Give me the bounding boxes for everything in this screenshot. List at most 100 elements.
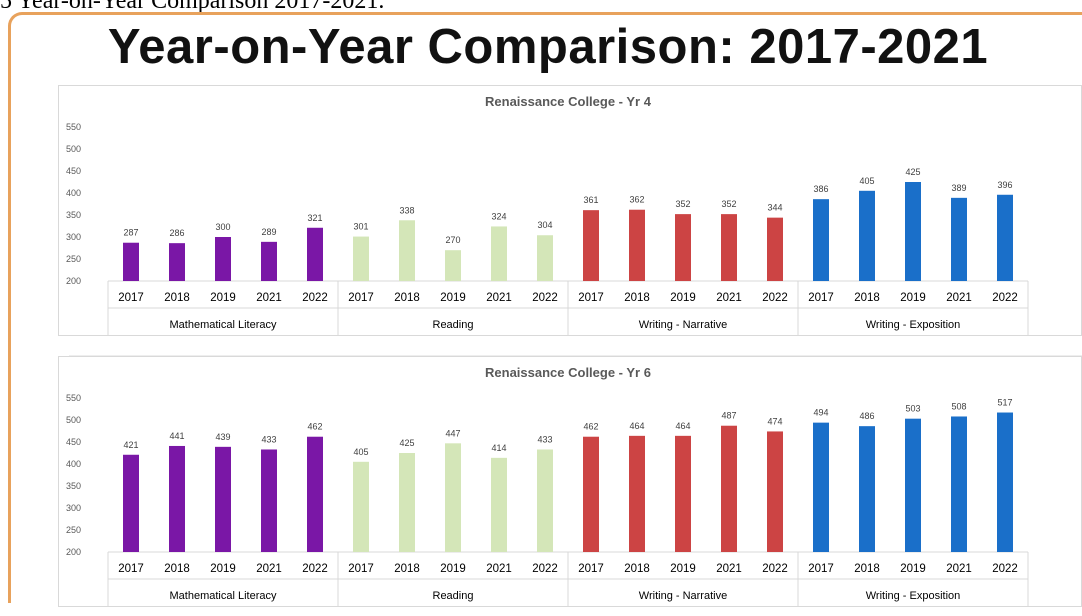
x-tick-label: 2017 (808, 292, 834, 304)
bar (997, 194, 1013, 281)
x-tick-label: 2022 (302, 292, 328, 304)
bar (951, 197, 967, 281)
bar (307, 227, 323, 281)
y-tick-label: 300 (66, 232, 81, 242)
data-label: 447 (445, 428, 460, 438)
y-tick-label: 200 (66, 276, 81, 286)
data-label: 487 (721, 411, 736, 421)
data-label: 441 (169, 431, 184, 441)
data-label: 494 (813, 408, 828, 418)
data-label: 462 (583, 422, 598, 432)
bar (123, 454, 139, 552)
x-tick-label: 2022 (302, 563, 328, 575)
y-tick-label: 500 (66, 144, 81, 154)
data-label: 344 (767, 203, 782, 213)
bar (215, 446, 231, 552)
y-tick-label: 400 (66, 459, 81, 469)
data-label: 321 (307, 213, 322, 223)
bar (399, 220, 415, 281)
data-label: 421 (123, 440, 138, 450)
data-label: 405 (353, 447, 368, 457)
x-tick-label: 2022 (532, 292, 558, 304)
data-label: 464 (629, 421, 644, 431)
data-label: 517 (997, 398, 1012, 408)
y-tick-label: 400 (66, 188, 81, 198)
x-tick-label: 2017 (808, 563, 834, 575)
x-tick-label: 2021 (486, 292, 512, 304)
bar (261, 449, 277, 552)
bar (905, 418, 921, 552)
bar (399, 453, 415, 552)
bar (859, 190, 875, 281)
data-label: 425 (399, 438, 414, 448)
x-tick-label: 2017 (118, 563, 144, 575)
bar (537, 235, 553, 281)
x-tick-label: 2018 (624, 563, 650, 575)
x-tick-label: 2018 (164, 563, 190, 575)
bar (215, 237, 231, 281)
data-label: 425 (905, 167, 920, 177)
data-label: 300 (215, 222, 230, 232)
data-label: 396 (997, 180, 1012, 190)
data-label: 362 (629, 195, 644, 205)
data-label: 352 (721, 199, 736, 209)
group-label: Writing - Exposition (866, 319, 961, 331)
bar (353, 461, 369, 552)
x-tick-label: 2018 (394, 292, 420, 304)
bar (767, 217, 783, 281)
group-label: Writing - Narrative (639, 590, 727, 602)
y-tick-label: 250 (66, 525, 81, 535)
group-label: Reading (433, 590, 474, 602)
data-label: 503 (905, 404, 920, 414)
data-label: 462 (307, 422, 322, 432)
x-tick-label: 2018 (624, 292, 650, 304)
x-tick-label: 2022 (992, 563, 1018, 575)
chart-yr6: Renaissance College - Yr 6 200 250 300 350 40… (58, 356, 1082, 607)
data-label: 405 (859, 176, 874, 186)
data-label: 301 (353, 222, 368, 232)
group-label: Reading (433, 319, 474, 331)
x-tick-label: 2021 (486, 563, 512, 575)
bar (905, 182, 921, 281)
x-tick-label: 2017 (578, 292, 604, 304)
data-label: 439 (215, 432, 230, 442)
x-tick-label: 2022 (532, 563, 558, 575)
group-label: Mathematical Literacy (170, 590, 277, 602)
data-label: 386 (813, 184, 828, 194)
x-tick-label: 2019 (670, 563, 696, 575)
data-label: 361 (583, 195, 598, 205)
data-label: 324 (491, 211, 506, 221)
x-tick-label: 2018 (394, 563, 420, 575)
y-tick-label: 350 (66, 481, 81, 491)
x-tick-label: 2019 (440, 292, 466, 304)
data-label: 352 (675, 199, 690, 209)
group-label: Mathematical Literacy (170, 319, 277, 331)
x-tick-label: 2018 (854, 563, 880, 575)
slide-title: Year-on-Year Comparison: 2017-2021 (107, 20, 989, 74)
bar (491, 457, 507, 552)
bar (629, 435, 645, 552)
bar (997, 412, 1013, 552)
x-tick-label: 2017 (348, 292, 374, 304)
x-tick-label: 2017 (578, 563, 604, 575)
chart-title: Renaissance College - Yr 6 (485, 365, 651, 380)
data-label: 389 (951, 183, 966, 193)
bar (813, 422, 829, 552)
x-tick-label: 2022 (992, 292, 1018, 304)
data-label: 304 (537, 220, 552, 230)
bar (169, 445, 185, 552)
data-label: 433 (537, 434, 552, 444)
bar (169, 243, 185, 281)
bar (675, 214, 691, 281)
x-tick-label: 2017 (118, 292, 144, 304)
y-tick-label: 300 (66, 503, 81, 513)
x-tick-label: 2021 (716, 292, 742, 304)
data-label: 508 (951, 401, 966, 411)
y-tick-label: 450 (66, 437, 81, 447)
bar (859, 426, 875, 552)
x-tick-label: 2021 (716, 563, 742, 575)
y-tick-label: 550 (66, 393, 81, 403)
data-label: 270 (445, 235, 460, 245)
bar (629, 209, 645, 281)
x-tick-label: 2018 (854, 292, 880, 304)
